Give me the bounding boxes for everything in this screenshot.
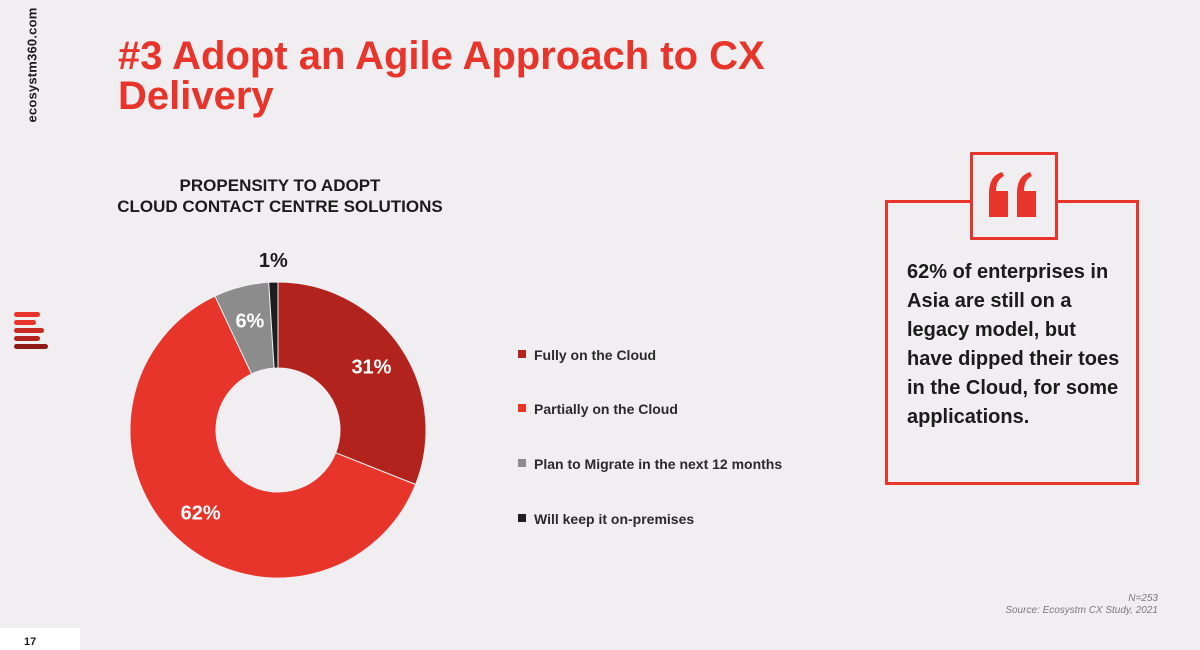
sample-size: N=253 — [1128, 593, 1158, 604]
legend-label: Fully on the Cloud — [534, 347, 657, 363]
data-label-1: 62% — [181, 502, 221, 524]
page-number-box — [0, 628, 80, 650]
slide-title: #3 Adopt an Agile Approach to CX Deliver… — [118, 34, 765, 118]
legend-item-on-premises: Will keep it on-premises — [518, 509, 788, 529]
quote-mark-icon — [989, 172, 1036, 217]
legend-swatch — [518, 350, 526, 358]
brand-site-label: ecosystm360.com — [24, 7, 40, 123]
page-number: 17 — [24, 636, 37, 648]
brand-vertical-text: ecosystm360.com — [20, 0, 44, 130]
legend-swatch — [518, 404, 526, 412]
chart-title: PROPENSITY TO ADOPT CLOUD CONTACT CENTRE… — [60, 175, 500, 217]
chart-title-line-2: CLOUD CONTACT CENTRE SOLUTIONS — [117, 197, 443, 216]
legend-label: Plan to Migrate in the next 12 months — [534, 456, 783, 472]
quote-tab — [970, 152, 1058, 240]
footnote: N=253 Source: Ecosystm CX Study, 2021 — [1005, 593, 1158, 617]
legend-swatch — [518, 459, 526, 467]
data-label-0: 31% — [351, 356, 391, 378]
donut-slice-1 — [129, 295, 417, 579]
chart-title-line-1: PROPENSITY TO ADOPT — [179, 176, 381, 195]
data-label-3: 1% — [259, 250, 288, 272]
legend-swatch — [518, 514, 526, 522]
quote-text: 62% of enterprises in Asia are still on … — [907, 261, 1120, 428]
legend-label: Partially on the Cloud — [534, 401, 678, 417]
brand-logo-icon — [14, 312, 54, 352]
donut-chart: 31% 62% 6% 1% — [129, 250, 427, 579]
legend-label: Will keep it on-premises — [534, 511, 695, 527]
source-note: Source: Ecosystm CX Study, 2021 — [1005, 605, 1158, 616]
donut-slice-3 — [268, 281, 279, 369]
data-label-2: 6% — [235, 311, 264, 333]
legend-item-fully-cloud: Fully on the Cloud — [518, 345, 788, 365]
legend-item-partially-cloud: Partially on the Cloud — [518, 399, 788, 419]
legend-item-plan-migrate: Plan to Migrate in the next 12 months — [518, 454, 788, 474]
donut-slice-0 — [277, 281, 427, 486]
